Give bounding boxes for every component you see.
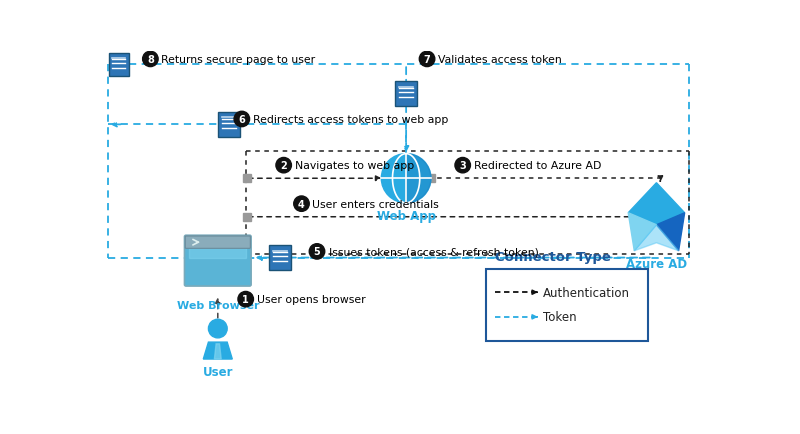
Text: User enters credentials: User enters credentials	[312, 199, 439, 209]
Polygon shape	[628, 213, 657, 251]
Text: Token: Token	[543, 311, 577, 324]
Polygon shape	[657, 213, 685, 251]
Text: Redirects access tokens to web app: Redirects access tokens to web app	[253, 115, 448, 125]
Circle shape	[294, 197, 310, 212]
Circle shape	[310, 244, 325, 260]
FancyBboxPatch shape	[109, 54, 129, 77]
Text: Azure AD: Azure AD	[626, 257, 687, 270]
Text: 5: 5	[314, 247, 320, 257]
Polygon shape	[189, 240, 246, 258]
Circle shape	[419, 52, 435, 67]
Circle shape	[209, 319, 227, 338]
Circle shape	[455, 158, 470, 174]
Circle shape	[276, 158, 291, 174]
Polygon shape	[406, 154, 431, 204]
FancyBboxPatch shape	[486, 270, 648, 342]
Text: 4: 4	[298, 199, 305, 209]
Text: Redirected to Azure AD: Redirected to Azure AD	[474, 161, 601, 171]
Text: Connector Type: Connector Type	[495, 250, 611, 263]
Polygon shape	[628, 183, 685, 225]
Text: Authentication: Authentication	[543, 286, 630, 299]
Text: 6: 6	[238, 115, 246, 125]
Text: Navigates to web app: Navigates to web app	[294, 161, 414, 171]
Circle shape	[238, 292, 254, 307]
Text: Web Browser: Web Browser	[177, 300, 259, 310]
Text: 1: 1	[242, 294, 249, 304]
FancyBboxPatch shape	[395, 82, 417, 107]
FancyBboxPatch shape	[186, 237, 250, 249]
Text: 8: 8	[147, 55, 154, 65]
Polygon shape	[634, 225, 678, 251]
Text: 2: 2	[280, 161, 287, 171]
Text: Web App: Web App	[377, 210, 436, 223]
Polygon shape	[203, 342, 232, 359]
Text: 7: 7	[424, 55, 430, 65]
FancyBboxPatch shape	[185, 236, 251, 286]
FancyBboxPatch shape	[269, 246, 290, 270]
Circle shape	[382, 154, 431, 204]
Circle shape	[234, 112, 250, 127]
Text: User opens browser: User opens browser	[257, 294, 365, 304]
Text: User: User	[202, 365, 233, 378]
FancyBboxPatch shape	[218, 113, 239, 137]
Polygon shape	[214, 344, 222, 359]
Circle shape	[142, 52, 158, 67]
Text: Returns secure page to user: Returns secure page to user	[162, 55, 315, 65]
Text: Issues tokens (access & refresh token): Issues tokens (access & refresh token)	[330, 247, 539, 257]
Text: Validates access token: Validates access token	[438, 55, 562, 65]
Text: 3: 3	[459, 161, 466, 171]
